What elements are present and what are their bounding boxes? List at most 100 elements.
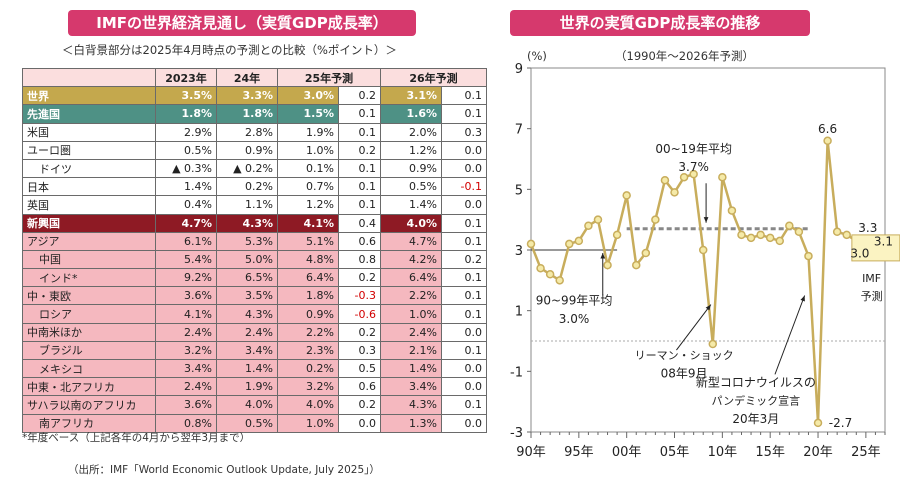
revision-cell: 0.1 <box>441 213 487 233</box>
value-cell: 1.5% <box>277 104 339 124</box>
value-cell: 4.7% <box>380 231 442 251</box>
table-body: 世界 3.5% 3.3% 3.0% 0.2 3.1% 0.1 先進国 1.8% 1.8% 1.5% 0… <box>22 86 487 433</box>
table-row: ドイツ ▲ 0.3% ▲ 0.2% 0.1% 0.1 0.9% 0.0 <box>22 158 487 179</box>
data-point <box>584 221 593 230</box>
data-point <box>785 221 794 230</box>
x-tick-label: 15年 <box>755 445 785 460</box>
value-cell: 6.4% <box>277 268 339 288</box>
data-point <box>842 230 851 240</box>
value-cell: ▲ 0.3% <box>155 158 217 179</box>
revision-cell: 0.0 <box>441 158 487 179</box>
revision-cell: -0.3 <box>338 286 381 306</box>
value-cell: 0.5% <box>155 140 217 160</box>
value-cell: 2.4% <box>155 322 217 342</box>
value-cell: 1.0% <box>277 413 339 433</box>
value-cell: 2.0% <box>380 122 442 142</box>
value-cell: 1.4% <box>380 358 442 379</box>
x-tick-label: 00年 <box>612 445 642 460</box>
row-label: 中東・北アフリカ <box>22 377 156 397</box>
revision-cell: 0.2 <box>338 86 381 106</box>
revision-cell: -0.1 <box>441 177 487 197</box>
value-cell: 1.4% <box>216 358 278 379</box>
revision-cell: 0.4 <box>338 213 381 233</box>
value-cell: 4.1% <box>155 304 217 324</box>
header-2024: 24年 <box>216 67 278 88</box>
data-point <box>593 215 603 224</box>
data-point <box>612 230 622 240</box>
value-2025-label: 3.0 <box>850 247 869 261</box>
data-point <box>536 263 545 273</box>
value-cell: 0.9% <box>216 140 278 160</box>
row-label: インド* <box>22 268 156 288</box>
header-2025-forecast: 25年予測 <box>277 67 381 88</box>
imf-outlook-table: 2023年 24年 25年予測 26年予測 世界 3.5% 3.3% 3.0% 0.2 3… <box>22 67 487 433</box>
row-label: 先進国 <box>22 104 156 124</box>
value-cell: 4.3% <box>380 395 442 415</box>
imf-forecast-label: IMF <box>862 272 881 285</box>
value-cell: 4.2% <box>380 249 442 270</box>
row-label: メキシコ <box>22 358 156 379</box>
revision-cell: 0.0 <box>441 377 487 397</box>
revision-cell: 0.1 <box>338 195 381 215</box>
revision-cell: 0.6 <box>338 231 381 251</box>
table-row: 米国 2.9% 2.8% 1.9% 0.1 2.0% 0.3 <box>22 122 487 142</box>
revision-cell: 0.0 <box>338 413 381 433</box>
value-cell: 2.4% <box>155 377 217 397</box>
revision-cell: 0.1 <box>441 268 487 288</box>
y-tick-label: 3 <box>515 244 523 259</box>
revision-cell: 0.1 <box>441 340 487 361</box>
value-cell: 0.1% <box>277 158 339 179</box>
value-cell: 2.2% <box>380 286 442 306</box>
value-cell: 2.1% <box>380 340 442 361</box>
avg-2000s-arrow-head <box>703 217 709 223</box>
lehman-date: 08年9月 <box>661 366 708 380</box>
revision-cell: 0.1 <box>338 177 381 197</box>
average-lines <box>531 227 809 251</box>
data-point <box>832 227 842 237</box>
data-point <box>718 172 727 182</box>
value-cell: 1.9% <box>216 377 278 397</box>
row-label: 米国 <box>22 122 156 142</box>
value-cell: 4.0% <box>277 395 339 415</box>
pandemic-arrow <box>774 295 806 375</box>
revision-cell: 0.3 <box>441 122 487 142</box>
revision-cell: 0.0 <box>441 322 487 342</box>
data-point <box>727 206 737 215</box>
revision-cell: 0.1 <box>441 286 487 306</box>
value-2026-label: 3.1 <box>874 234 893 248</box>
x-tick-label: 95年 <box>564 445 594 460</box>
row-label: 日本 <box>22 177 156 197</box>
data-point <box>603 260 612 270</box>
revision-cell: 0.1 <box>441 304 487 324</box>
table-row: ロシア 4.1% 4.3% 0.9% -0.6 1.0% 0.1 <box>22 304 487 324</box>
pandemic-label-2: パンデミック宣言 <box>712 394 801 408</box>
data-point <box>641 248 651 258</box>
revision-cell: 0.0 <box>441 358 487 379</box>
value-cell: 0.9% <box>380 158 442 179</box>
row-label: ドイツ <box>22 158 156 179</box>
revision-cell: 0.1 <box>338 104 381 124</box>
value-cell: 3.4% <box>216 340 278 361</box>
revision-cell: 0.1 <box>338 158 381 179</box>
header-2023: 2023年 <box>155 67 217 88</box>
y-unit-label: (%) <box>527 49 547 63</box>
pandemic-arrow-head <box>800 295 805 302</box>
row-label: 中国 <box>22 249 156 270</box>
revision-cell: 0.5 <box>338 358 381 379</box>
source-note: （出所：IMF「World Economic Outlook Update, J… <box>68 464 380 476</box>
y-tick-label: -3 <box>510 426 523 441</box>
value-cell: 1.0% <box>380 304 442 324</box>
gdp-growth-chart: （1990年～2026年予測） (%) -3 -1 1 3 5 7 9 90年 95年 00年 05… <box>510 49 900 460</box>
table-row: 南アフリカ 0.8% 0.5% 1.0% 0.0 1.3% 0.0 <box>22 413 487 433</box>
table-row: 中南米ほか 2.4% 2.4% 2.2% 0.2 2.4% 0.0 <box>22 322 487 342</box>
y-tick-label: -1 <box>510 365 523 380</box>
header-2026-forecast: 26年予測 <box>380 67 487 88</box>
value-cell: 0.5% <box>380 177 442 197</box>
x-tick-label: 05年 <box>660 445 690 460</box>
value-cell: 6.1% <box>155 231 217 251</box>
value-cell: 3.4% <box>155 358 217 379</box>
value-cell: 3.2% <box>155 340 217 361</box>
revision-cell: 0.0 <box>441 140 487 160</box>
data-point <box>670 188 679 197</box>
data-point <box>775 236 785 246</box>
